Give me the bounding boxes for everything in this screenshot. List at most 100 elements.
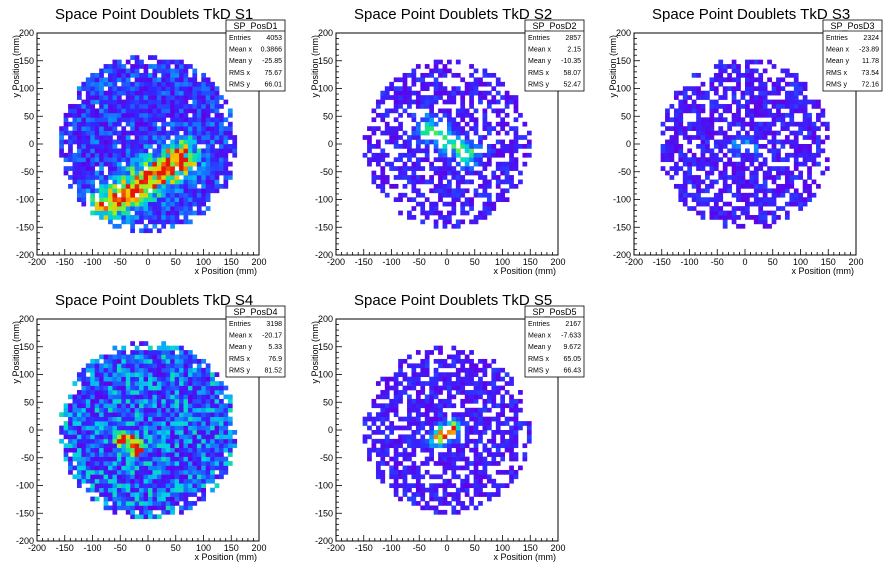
histogram-bin	[187, 398, 193, 404]
histogram-bin	[94, 496, 100, 502]
histogram-bin	[152, 456, 158, 462]
histogram-bin	[152, 95, 158, 100]
histogram-bin	[509, 139, 514, 145]
histogram-bin	[402, 170, 408, 176]
histogram-bin	[407, 465, 412, 471]
histogram-bin	[513, 452, 519, 457]
histogram-bin	[718, 148, 724, 154]
histogram-bin	[152, 465, 158, 471]
histogram-bin	[170, 201, 175, 207]
histogram-bin	[736, 77, 741, 83]
histogram-bin	[148, 201, 153, 207]
x-tick-label: 0	[742, 257, 747, 267]
histogram-bin	[68, 465, 73, 471]
histogram-bin	[380, 95, 386, 100]
histogram-bin	[108, 188, 113, 194]
histogram-bin	[411, 81, 417, 87]
histogram-bin	[718, 215, 724, 220]
histogram-bin	[116, 95, 122, 100]
histogram-bin	[762, 99, 768, 105]
histogram-bin	[68, 104, 73, 109]
histogram-bin	[63, 166, 69, 171]
histogram-bin	[121, 412, 127, 417]
histogram-bin	[187, 483, 193, 489]
y-tick-label: -200	[16, 250, 34, 260]
histogram-bin	[148, 350, 153, 355]
histogram-bin	[478, 492, 483, 497]
histogram-bin	[156, 350, 162, 355]
histogram-bin	[152, 514, 158, 520]
histogram-bin	[464, 505, 470, 511]
histogram-bin	[174, 372, 180, 378]
histogram-bin	[442, 166, 448, 171]
x-tick-label: -100	[382, 257, 400, 267]
histogram-bin	[174, 425, 180, 431]
histogram-bin	[433, 170, 439, 176]
histogram-bin	[130, 179, 135, 185]
histogram-bin	[513, 99, 519, 105]
histogram-bin	[495, 161, 501, 167]
histogram-bin	[415, 77, 421, 83]
histogram-bin	[76, 108, 82, 114]
histogram-bin	[500, 421, 506, 426]
histogram-bin	[205, 206, 211, 211]
histogram-bin	[380, 179, 386, 185]
y-axis-label: y Position (mm)	[11, 35, 21, 98]
histogram-bin	[438, 68, 443, 74]
histogram-bin	[482, 152, 488, 158]
histogram-bin	[736, 68, 741, 74]
histogram-bin	[500, 152, 506, 158]
histogram-bin	[90, 144, 96, 149]
histogram-bin	[411, 381, 417, 386]
histogram-bin	[429, 68, 434, 74]
histogram-bin	[504, 197, 510, 203]
stats-value: -25.85	[262, 58, 282, 65]
histogram-bin	[682, 152, 688, 158]
histogram-bin	[156, 170, 162, 176]
histogram-bin	[179, 104, 184, 109]
histogram-bin	[464, 456, 470, 462]
histogram-bin	[429, 407, 434, 413]
histogram-bin	[780, 206, 786, 211]
histogram-bin	[438, 434, 443, 440]
histogram-bin	[762, 86, 768, 92]
histogram-bin	[447, 385, 452, 391]
histogram-bin	[705, 161, 710, 167]
histogram-bin	[776, 157, 781, 163]
histogram-bin	[134, 95, 140, 100]
histogram-bin	[447, 447, 452, 453]
histogram-bin	[504, 104, 510, 109]
histogram-bin	[130, 117, 135, 123]
histogram-bin	[90, 90, 96, 96]
histogram-bin	[473, 505, 479, 511]
histogram-bin	[94, 385, 100, 391]
histogram-bin	[108, 385, 113, 391]
histogram-bin	[464, 354, 470, 360]
histogram-bin	[130, 465, 135, 471]
histogram-bin	[134, 350, 140, 355]
histogram-bin	[210, 474, 215, 480]
histogram-bin	[753, 197, 759, 203]
histogram-bin	[411, 215, 417, 220]
histogram-bin	[482, 161, 488, 167]
histogram-bin	[85, 385, 91, 391]
histogram-bin	[495, 461, 501, 466]
histogram-bin	[192, 148, 198, 154]
histogram-bin	[85, 381, 91, 386]
histogram-bin	[749, 157, 755, 163]
histogram-bin	[731, 95, 737, 100]
histogram-bin	[500, 139, 506, 145]
histogram-bin	[227, 430, 233, 435]
histogram-bin	[673, 126, 679, 131]
histogram-bin	[121, 192, 127, 198]
histogram-bin	[143, 461, 149, 466]
histogram-bin	[170, 179, 175, 185]
histogram-bin	[103, 90, 109, 96]
histogram-bin	[420, 483, 426, 489]
histogram-bin	[696, 183, 701, 189]
histogram-bin	[156, 161, 162, 167]
histogram-bin	[148, 367, 153, 373]
histogram-bin	[227, 170, 233, 176]
histogram-bin	[210, 394, 215, 400]
histogram-bin	[219, 112, 224, 118]
